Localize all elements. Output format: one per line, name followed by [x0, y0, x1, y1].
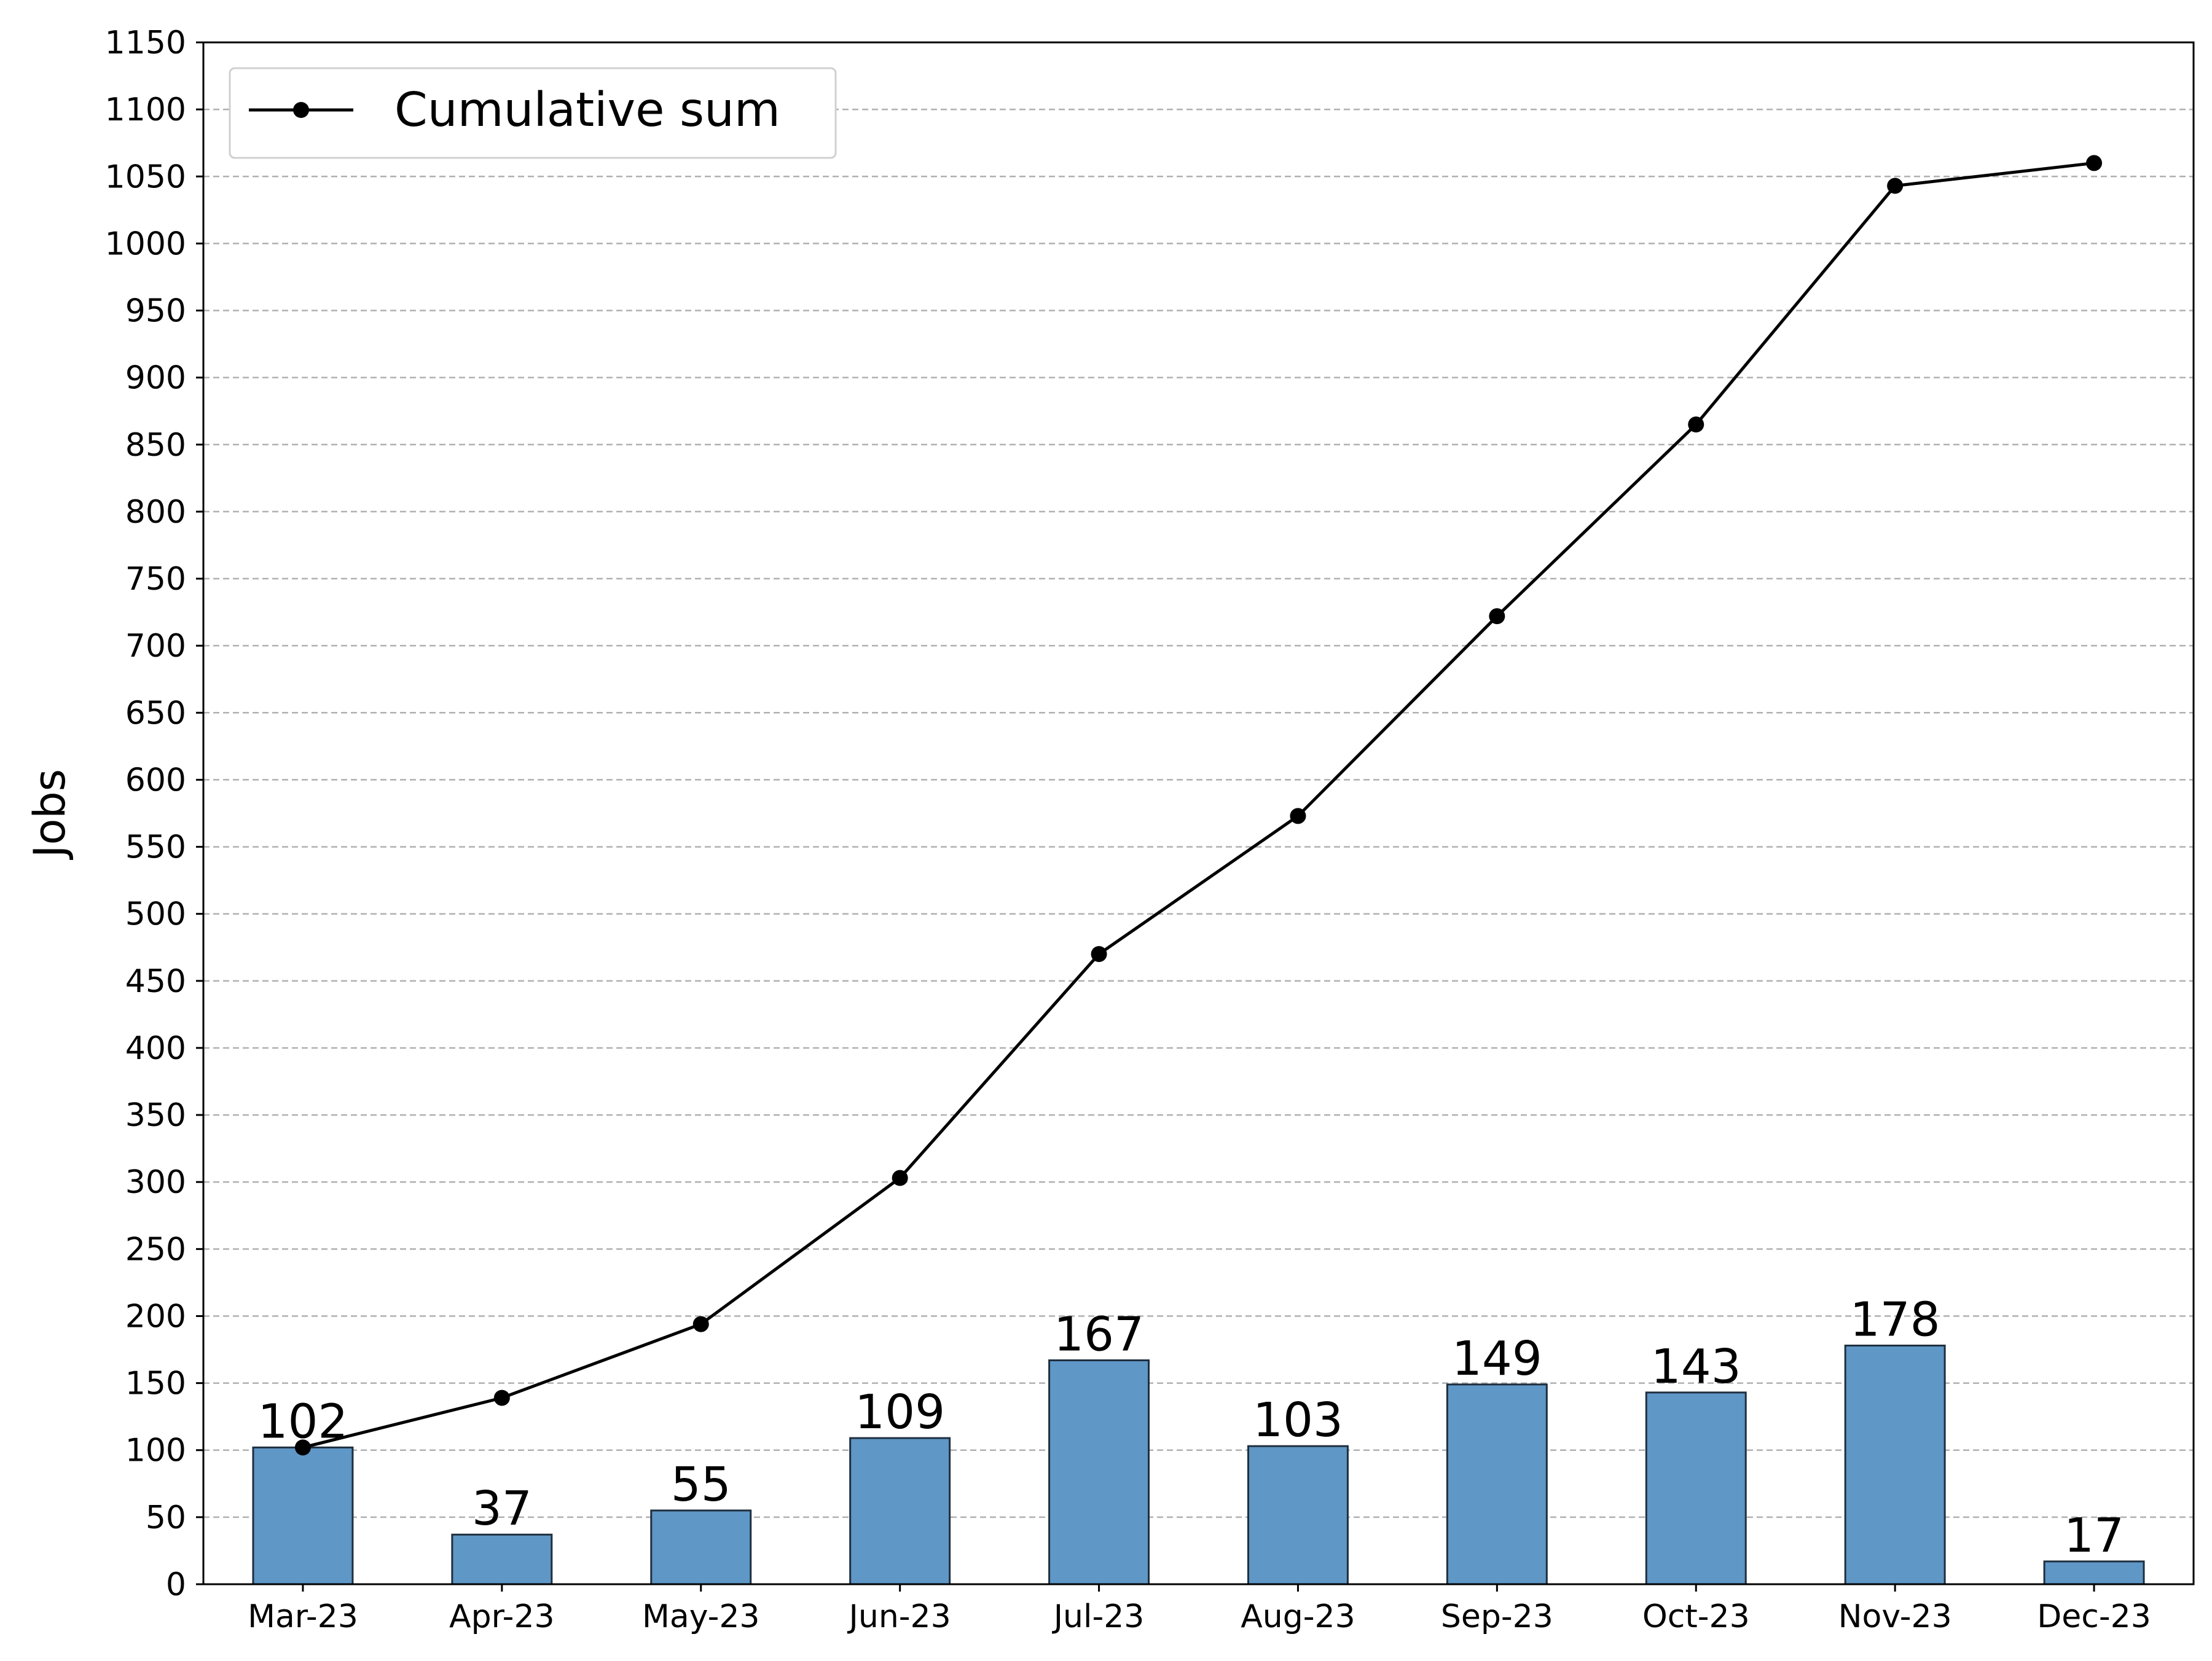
bar [252, 1446, 354, 1585]
bar-value-label: 17 [2064, 1509, 2124, 1563]
cumulative-sum-point [692, 1316, 709, 1332]
bar-value-label: 37 [472, 1482, 532, 1536]
y-tick-label: 250 [125, 1231, 186, 1268]
bar-value-label: 178 [1850, 1292, 1940, 1347]
bar-value-label: 149 [1452, 1332, 1542, 1386]
bar [650, 1509, 752, 1585]
x-tick-label: Apr-23 [449, 1598, 555, 1635]
bar-value-label: 167 [1054, 1308, 1144, 1362]
x-tick-label: Nov-23 [1838, 1598, 1952, 1635]
legend-box [229, 67, 837, 159]
bar [1844, 1344, 1946, 1585]
y-tick-label: 800 [125, 494, 186, 531]
bar-value-label: 109 [855, 1385, 945, 1440]
bar [849, 1437, 951, 1585]
y-tick-label: 500 [125, 896, 186, 933]
y-tick-label: 50 [146, 1499, 186, 1536]
bars [252, 1344, 2145, 1585]
x-tick-label: May-23 [642, 1598, 760, 1635]
y-tick-label: 700 [125, 628, 186, 665]
y-tick-label: 1000 [105, 225, 186, 262]
plot-frame [202, 41, 2195, 1585]
cumulative-sum-point [1091, 946, 1107, 963]
x-tick-label: Sep-23 [1441, 1598, 1553, 1635]
y-tick-label: 950 [125, 293, 186, 330]
x-ticks: Mar-23 Apr-23 May-23 Jun-23 Jul-23 Aug-23 Sep-… [248, 1584, 2151, 1635]
cumulative-sum-line [302, 161, 2095, 1449]
legend: Cumulative sum [229, 67, 837, 159]
y-tick-label: 750 [125, 561, 186, 598]
cumulative-sum-point [1489, 608, 1505, 625]
bar-value-label: 103 [1253, 1393, 1343, 1448]
cumulative-line [294, 155, 2103, 1456]
y-tick-label: 400 [125, 1030, 186, 1067]
bar [451, 1533, 553, 1585]
y-tick-label: 650 [125, 695, 186, 732]
bar-value-label: 102 [257, 1394, 348, 1449]
x-tick-label: Aug-23 [1241, 1598, 1355, 1635]
bar [1446, 1383, 1548, 1585]
y-tick-label: 1100 [105, 92, 186, 128]
bar [1048, 1359, 1150, 1585]
legend-label-cumulative-sum: Cumulative sum [394, 83, 780, 138]
y-tick-label: 0 [166, 1566, 186, 1603]
x-tick-label: Oct-23 [1642, 1598, 1750, 1635]
x-tick-label: Jun-23 [847, 1598, 951, 1635]
cumulative-sum-point [294, 1439, 311, 1456]
y-tick-label: 850 [125, 427, 186, 464]
bar-value-label: 143 [1651, 1340, 1741, 1394]
bar [1247, 1445, 1349, 1585]
y-tick-label: 300 [125, 1164, 186, 1201]
cumulative-sum-point [2086, 155, 2103, 171]
y-tick-label: 1150 [105, 25, 186, 61]
cumulative-sum-point [1688, 416, 1704, 433]
x-tick-label: Mar-23 [248, 1598, 358, 1635]
y-tick-label: 1050 [105, 158, 186, 195]
cumulative-sum-point [1290, 808, 1306, 824]
y-tick-label: 100 [125, 1432, 186, 1469]
y-tick-label: 550 [125, 829, 186, 866]
legend-marker-swatch [293, 102, 309, 118]
cumulative-sum-point [493, 1389, 510, 1406]
x-tick-label: Dec-23 [2037, 1598, 2151, 1635]
x-tick-label: Jul-23 [1052, 1598, 1145, 1635]
y-tick-label: 150 [125, 1366, 186, 1402]
y-axis-title: Jobs [25, 769, 75, 860]
y-tick-label: 900 [125, 360, 186, 397]
bar-value-label: 55 [671, 1458, 731, 1512]
y-tick-label: 200 [125, 1298, 186, 1335]
grid-lines [203, 41, 2194, 1585]
bar-value-labels: 102 37 55 109 167 103 149 143 178 17 [257, 1292, 2124, 1563]
bar [1645, 1391, 1747, 1585]
cumulative-sum-point [1887, 178, 1904, 194]
y-ticks: 0 50 100 150 200 250 300 350 400 450 500 550 600 650 7… [105, 25, 203, 1603]
y-tick-label: 450 [125, 963, 186, 1000]
cumulative-sum-point [892, 1170, 908, 1186]
y-tick-label: 350 [125, 1097, 186, 1134]
bar [2043, 1560, 2145, 1585]
y-tick-label: 600 [125, 762, 186, 799]
